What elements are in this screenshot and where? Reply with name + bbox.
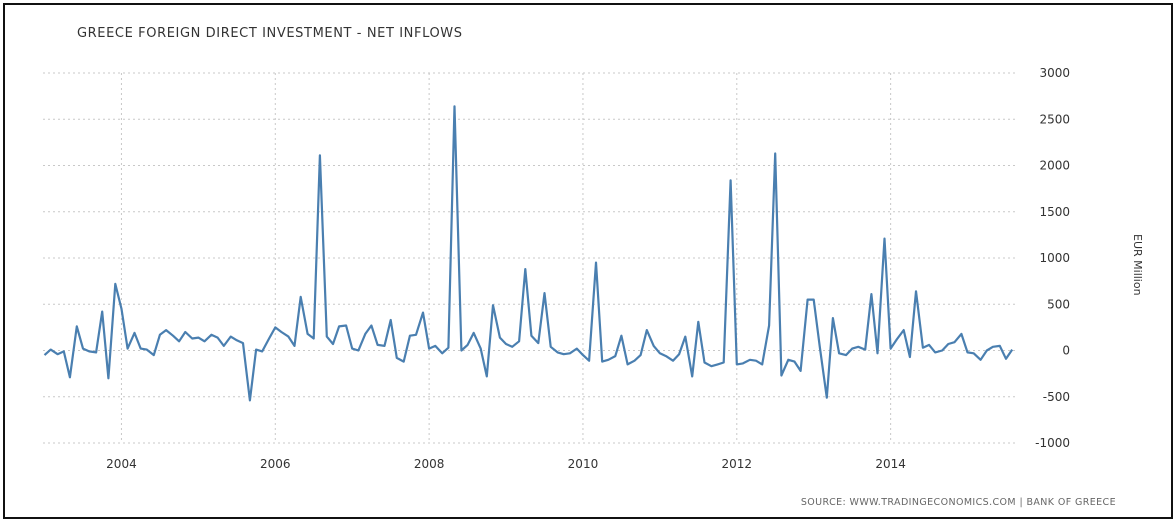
y-axis-label: EUR Million: [1131, 234, 1144, 296]
series-line: [43, 105, 1014, 402]
y-tick-label: 500: [1047, 297, 1070, 311]
grid-lines: [43, 72, 1016, 444]
x-axis-ticks: 2004 2006 2008 2010 2012 2014: [106, 457, 906, 471]
y-tick-label: 2500: [1039, 112, 1070, 126]
y-axis-ticks: 3000 2500 2000 1500 1000 500 0 -500 -1000: [1035, 66, 1070, 450]
chart-title: GREECE FOREIGN DIRECT INVESTMENT - NET I…: [77, 26, 463, 41]
x-tick-label: 2010: [568, 457, 599, 471]
x-tick-label: 2014: [875, 457, 906, 471]
y-tick-label: -500: [1043, 390, 1070, 404]
x-tick-label: 2004: [106, 457, 137, 471]
chart-frame: [3, 3, 1173, 519]
x-tick-label: 2012: [722, 457, 753, 471]
source-note: SOURCE: WWW.TRADINGECONOMICS.COM | BANK …: [800, 497, 1116, 508]
x-tick-label: 2008: [414, 457, 445, 471]
y-tick-label: -1000: [1035, 436, 1070, 450]
y-tick-label: 0: [1062, 344, 1070, 358]
y-tick-label: 1000: [1039, 251, 1070, 265]
y-tick-label: 2000: [1039, 159, 1070, 173]
y-tick-label: 3000: [1039, 66, 1070, 80]
x-tick-label: 2006: [260, 457, 291, 471]
y-tick-label: 1500: [1039, 205, 1070, 219]
